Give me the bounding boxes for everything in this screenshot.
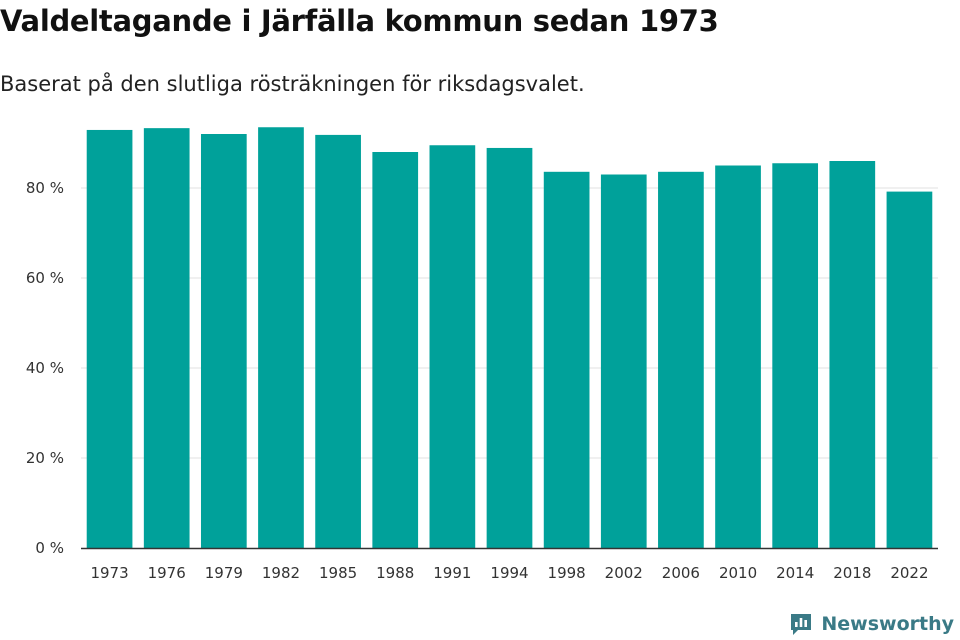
y-tick-label: 80 % — [26, 179, 64, 197]
chart-title: Valdeltagande i Järfälla kommun sedan 19… — [0, 4, 719, 38]
x-tick-label: 1991 — [433, 564, 471, 582]
bar-1998 — [543, 171, 590, 549]
bar-2022 — [886, 191, 933, 548]
x-tick-label: 2018 — [833, 564, 871, 582]
newsworthy-logo-icon — [791, 614, 812, 635]
x-tick-label: 2014 — [776, 564, 814, 582]
bar-1985 — [315, 134, 361, 548]
bar-1976 — [143, 128, 190, 548]
bar-2006 — [658, 171, 704, 549]
x-tick-label: 1994 — [490, 564, 528, 582]
x-tick-label: 1988 — [376, 564, 414, 582]
y-tick-labels: 0 % 20 % 40 % 60 % 80 % — [26, 179, 64, 557]
bar-1994 — [486, 147, 533, 548]
x-tick-labels: 1973 1976 1979 1982 1985 1988 1991 1994 1998 2002… — [90, 564, 928, 582]
y-tick-label: 20 % — [26, 449, 64, 467]
bar-chart: 0 % 20 % 40 % 60 % 80 % 1973 1976 1979 1982 1985… — [26, 127, 938, 582]
brand-logo: Newsworthy — [789, 612, 954, 636]
bar-1988 — [372, 152, 419, 548]
bar-1973 — [86, 129, 133, 548]
y-tick-label: 60 % — [26, 269, 64, 287]
y-tick-label: 0 % — [35, 539, 64, 557]
x-tick-label: 2022 — [890, 564, 928, 582]
x-tick-label: 1973 — [90, 564, 128, 582]
bar-1982 — [258, 127, 304, 548]
y-tick-label: 40 % — [26, 359, 64, 377]
x-tick-label: 2010 — [719, 564, 757, 582]
x-tick-label: 1985 — [319, 564, 357, 582]
bars — [86, 127, 933, 549]
bar-1991 — [429, 145, 476, 548]
x-tick-label: 1979 — [205, 564, 243, 582]
bar-2018 — [829, 161, 876, 548]
x-tick-label: 1976 — [148, 564, 186, 582]
brand-name: Newsworthy — [821, 613, 954, 635]
bar-2010 — [715, 165, 761, 548]
x-tick-label: 2002 — [605, 564, 643, 582]
x-tick-label: 2006 — [662, 564, 700, 582]
x-tick-label: 1982 — [262, 564, 300, 582]
bar-2002 — [600, 174, 647, 548]
x-tick-label: 1998 — [548, 564, 586, 582]
chart-subtitle: Baserat på den slutliga rösträkningen fö… — [0, 72, 585, 96]
bar-1979 — [200, 134, 247, 548]
bar-2014 — [772, 163, 819, 548]
